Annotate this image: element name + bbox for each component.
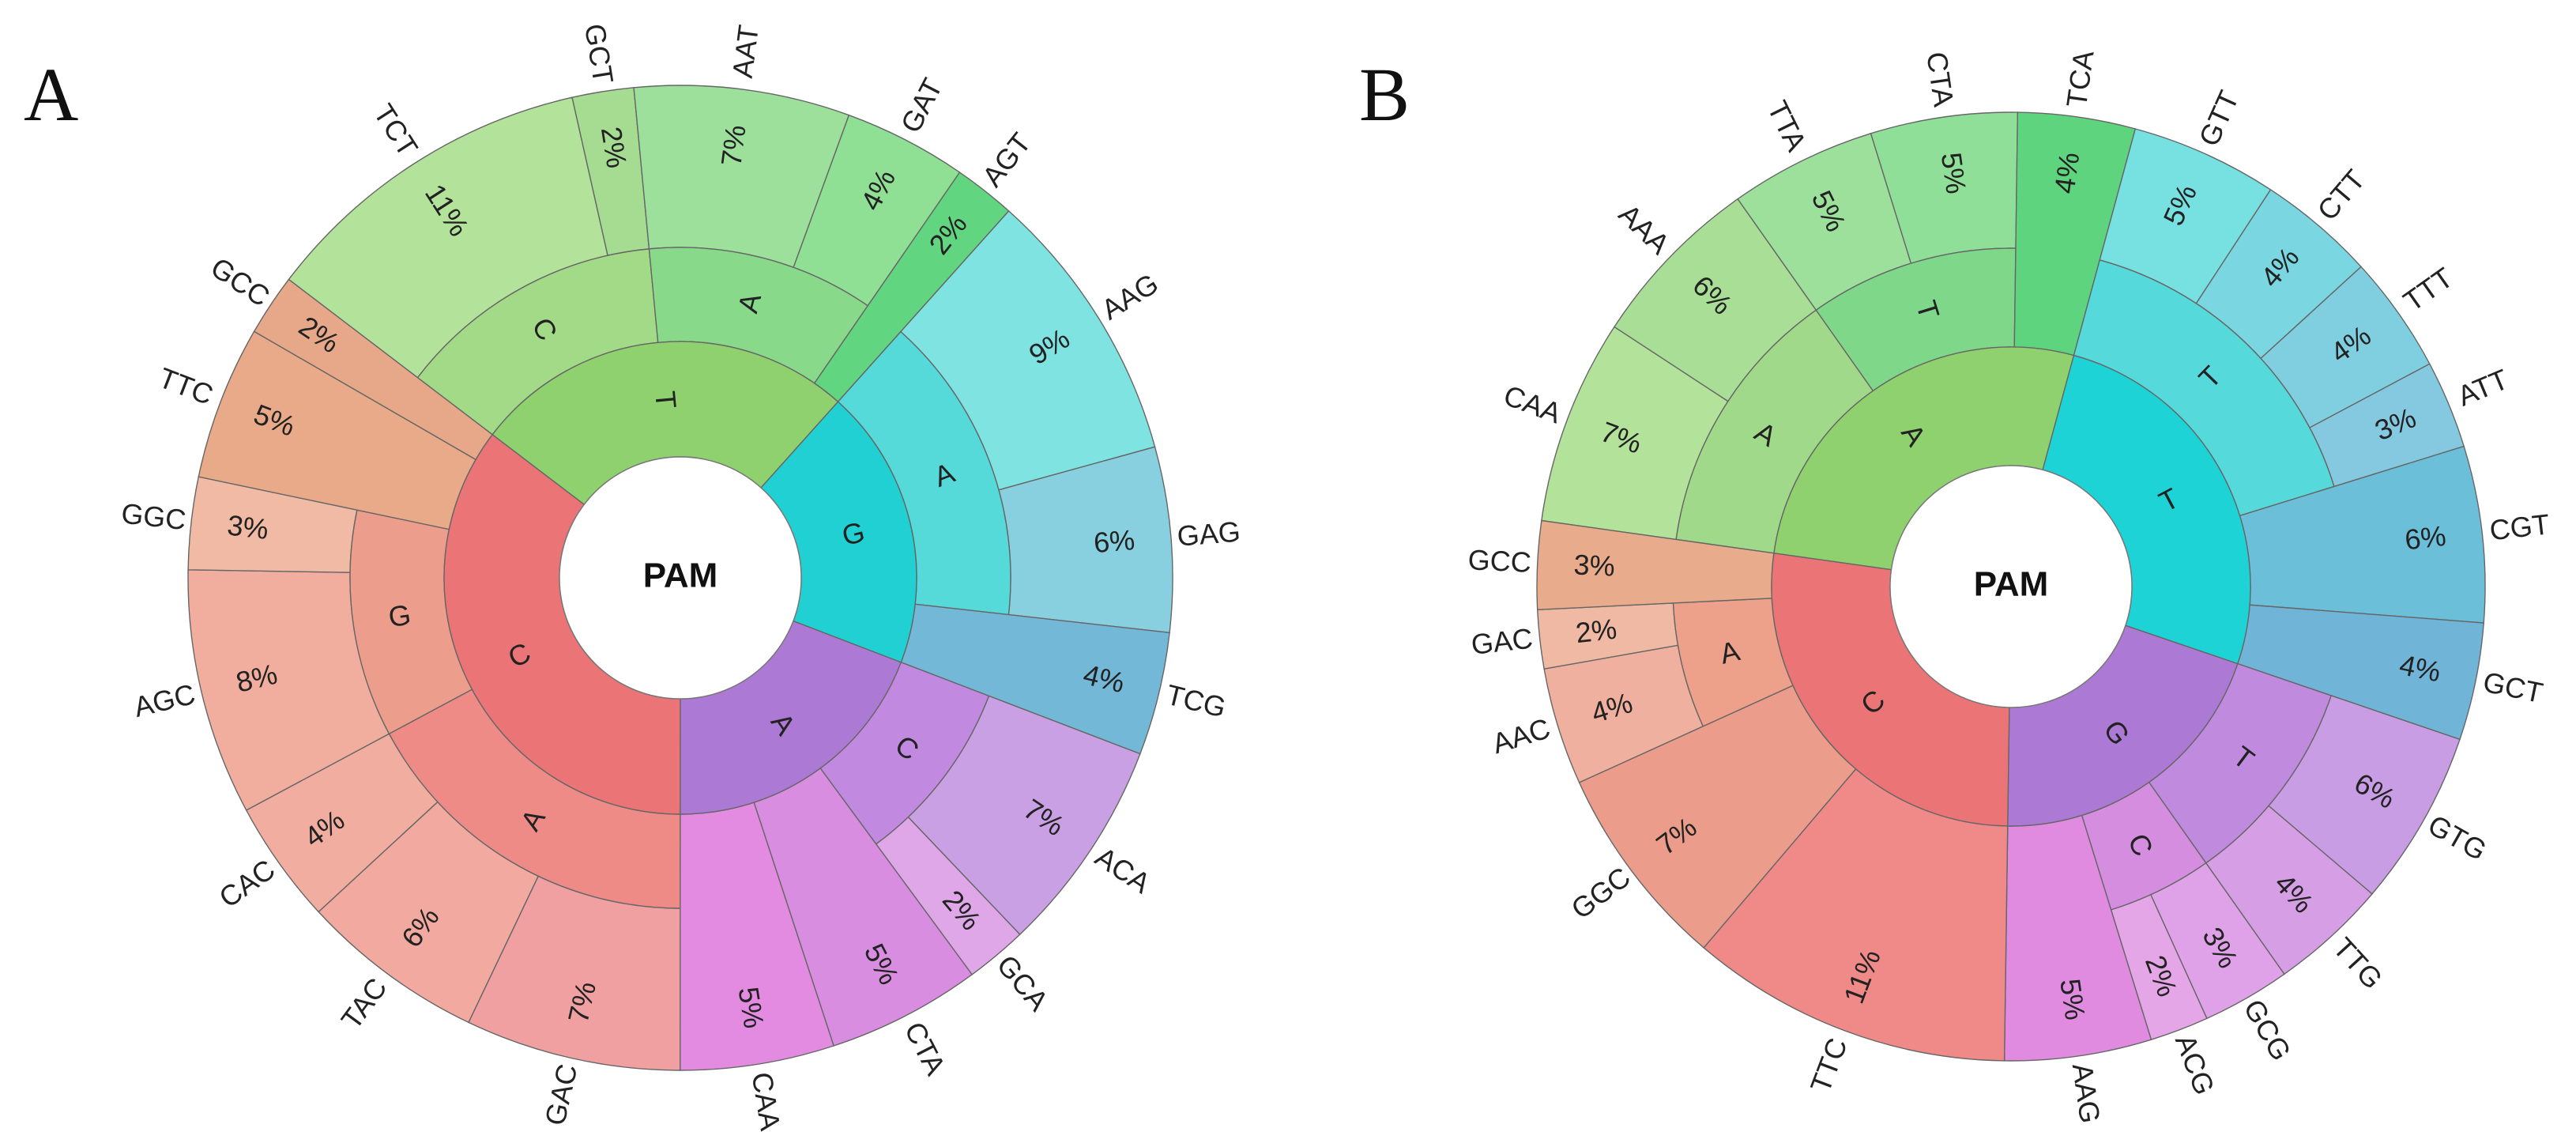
segment-label: TTA (1761, 96, 1813, 157)
sunburst-arcs (1536, 111, 2486, 1062)
segment-label: GAC (538, 1061, 583, 1128)
segment-label: AAG (2066, 1061, 2107, 1125)
segment-label: AAG (1096, 267, 1164, 326)
panel-label: A (24, 52, 78, 137)
segment-label: AGT (976, 126, 1038, 193)
segment-label: TTG (2327, 931, 2390, 995)
segment-percent: 2% (1574, 613, 1618, 650)
segment-label: GCC (1467, 543, 1532, 579)
center-label: PAM (643, 557, 718, 595)
segment-label: CTA (1920, 50, 1960, 108)
segment-percent: 5% (2054, 977, 2092, 1022)
segment-label: AAC (1489, 711, 1554, 760)
panel-label: B (1359, 52, 1410, 137)
segment-label: CTT (2310, 164, 2371, 227)
segment-label: GGC (1565, 861, 1636, 926)
segment-label: GAC (1470, 622, 1535, 661)
inner-label: T (649, 390, 683, 410)
center-hole (1889, 465, 2133, 708)
segment-percent: 3% (226, 508, 270, 545)
segment-label: CAA (1500, 379, 1566, 429)
segment-label: GTG (2423, 808, 2492, 866)
segment-percent: 7% (714, 123, 751, 168)
center-label: PAM (1974, 565, 2049, 604)
segment-label: GCT (2480, 666, 2546, 709)
segment-label: TCT (367, 98, 424, 162)
segment-percent: 2% (595, 124, 634, 170)
segment-label: GCA (991, 949, 1056, 1017)
segment-percent: 6% (1093, 523, 1136, 559)
segment-label: TCG (1163, 678, 1230, 724)
segment-label: GCT (578, 21, 620, 86)
segment-label: CGT (2488, 507, 2552, 546)
sunburst-arcs (187, 85, 1173, 1071)
segment-label: GCG (2237, 994, 2297, 1066)
center-hole (559, 456, 802, 700)
segment-label: ATT (2453, 363, 2513, 413)
segment-label: TCA (2060, 48, 2100, 109)
segment-label: AAT (726, 23, 765, 80)
segment-label: CAC (213, 853, 281, 914)
segment-label: TAC (334, 972, 393, 1035)
segment-label: TTC (1804, 1034, 1854, 1097)
segment-label: GGC (119, 496, 187, 536)
segment-percent: 4% (2397, 648, 2443, 689)
segment-label: CTA (898, 1017, 952, 1080)
segment-percent: 5% (1935, 150, 1973, 195)
segment-percent: 5% (732, 985, 770, 1031)
middle-label: G (386, 598, 413, 634)
segment-label: ACG (2169, 1030, 2221, 1099)
segment-percent: 6% (2403, 519, 2447, 557)
segment-label: GAT (894, 73, 949, 138)
segment-percent: 3% (1573, 548, 1616, 582)
segment-percent: 4% (2048, 150, 2086, 195)
segment-label: TTC (154, 361, 217, 411)
segment-label: AAA (1613, 198, 1676, 261)
segment-label: TTT (2397, 261, 2459, 318)
segment-label: ACA (1090, 840, 1156, 900)
segment-label: CAA (746, 1070, 787, 1133)
segment-label: GTT (2192, 85, 2245, 150)
segment-label: AGC (130, 677, 198, 723)
segment-label: GCC (205, 251, 276, 312)
segment-label: GAG (1176, 515, 1241, 553)
